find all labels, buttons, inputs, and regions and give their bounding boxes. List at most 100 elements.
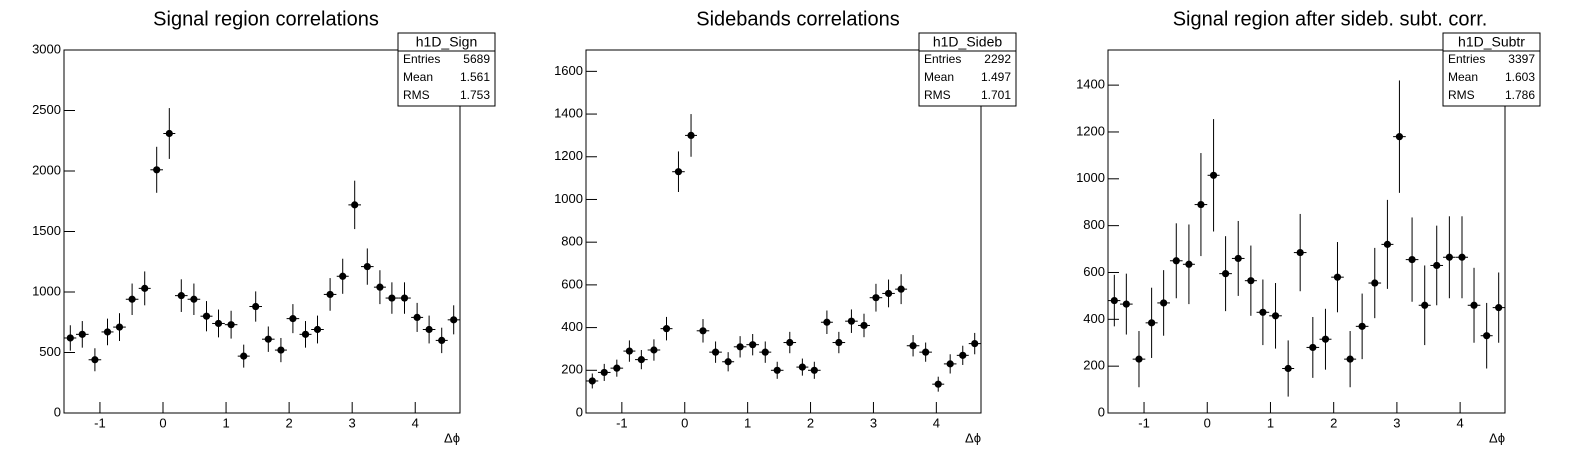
y-tick-label: 1000 — [32, 283, 61, 298]
data-point — [313, 325, 322, 334]
data-point — [934, 380, 942, 388]
x-tick-label: 3 — [870, 415, 877, 430]
frame — [1107, 49, 1506, 414]
stats-box — [397, 32, 496, 107]
data-point — [1259, 308, 1267, 316]
data-point — [1495, 304, 1503, 312]
data-point — [823, 318, 831, 326]
data-point — [872, 294, 880, 302]
stats-value: 5689 — [463, 52, 490, 66]
stats-value: 1.753 — [460, 88, 490, 102]
data-point — [115, 323, 124, 331]
data-point — [1470, 301, 1478, 309]
stats-label: Mean — [403, 70, 433, 84]
x-tick-label: 4 — [1456, 415, 1463, 430]
stats-label: Entries — [924, 52, 961, 66]
data-point — [1296, 248, 1304, 257]
data-point — [761, 348, 769, 356]
y-tick-label: 2000 — [32, 162, 61, 177]
stats-title: h1D_Subtr — [1458, 34, 1525, 50]
data-point — [884, 289, 893, 298]
data-point — [1197, 200, 1205, 209]
data-point — [1148, 319, 1156, 327]
y-tick-label: 3000 — [32, 41, 61, 56]
y-tick-label: 1200 — [1076, 123, 1105, 138]
data-point — [613, 364, 621, 372]
data-point — [662, 325, 671, 333]
data-point — [724, 358, 732, 366]
data-point — [1209, 171, 1218, 179]
y-tick-label: 400 — [561, 319, 583, 334]
y-tick-label: 1400 — [1076, 77, 1105, 92]
y-tick-label: 800 — [561, 234, 583, 249]
data-point — [1433, 261, 1441, 270]
y-tick-label: 2500 — [32, 102, 61, 117]
x-tick-label: 4 — [412, 415, 419, 430]
data-point — [946, 360, 954, 368]
data-point — [240, 352, 248, 360]
data-point — [600, 368, 608, 377]
data-point — [425, 325, 433, 334]
x-tick-label: -1 — [616, 415, 628, 430]
x-tick-label: 0 — [1204, 415, 1211, 430]
data-point — [798, 363, 806, 371]
data-point — [301, 330, 310, 338]
x-tick-label: 2 — [1330, 415, 1337, 430]
y-tick-label: 600 — [1083, 264, 1105, 279]
x-tick-label: 4 — [933, 415, 940, 430]
stats-box — [918, 32, 1017, 107]
data-point — [786, 338, 794, 347]
data-point — [363, 262, 371, 271]
data-point — [897, 285, 905, 293]
data-point — [214, 319, 223, 328]
data-point — [1346, 355, 1354, 363]
data-point — [78, 330, 86, 338]
stats-title: h1D_Sideb — [933, 34, 1002, 50]
stats-label: Mean — [1448, 70, 1478, 84]
stats-box — [1442, 32, 1541, 107]
data-point — [1172, 257, 1180, 265]
y-tick-label: 1200 — [554, 148, 583, 163]
data-point — [1408, 256, 1416, 264]
data-point — [326, 290, 334, 299]
chart-title: Signal region correlations — [153, 8, 379, 30]
data-point — [264, 335, 272, 343]
data-point — [1383, 240, 1392, 248]
data-point — [141, 284, 149, 292]
data-point — [289, 315, 297, 323]
x-tick-label: -1 — [1138, 415, 1150, 430]
stats-value: 1.786 — [1505, 88, 1535, 102]
y-tick-label: 400 — [1083, 311, 1105, 326]
data-point — [1309, 343, 1317, 352]
stats-label: Entries — [403, 52, 440, 66]
stats-value: 3397 — [1508, 52, 1535, 66]
data-point — [1160, 299, 1168, 307]
stats-value: 1.497 — [981, 70, 1011, 84]
data-point — [810, 366, 818, 374]
data-point — [190, 295, 198, 303]
x-tick-label: 2 — [285, 415, 292, 430]
y-tick-label: 1000 — [554, 191, 583, 206]
data-point — [103, 328, 112, 336]
data-point — [1110, 296, 1118, 305]
y-tick-label: 200 — [561, 362, 583, 377]
data-point — [1185, 260, 1193, 268]
data-point — [687, 131, 695, 140]
data-point — [847, 317, 856, 325]
data-point — [91, 356, 99, 364]
x-tick-label: 3 — [1393, 415, 1400, 430]
stats-value: 1.603 — [1505, 70, 1535, 84]
data-point — [637, 356, 645, 364]
data-point — [1445, 253, 1453, 261]
y-tick-label: 0 — [54, 404, 61, 419]
data-point — [1221, 270, 1230, 278]
y-tick-label: 500 — [39, 344, 61, 359]
stats-value: 1.701 — [981, 88, 1011, 102]
frame — [585, 49, 982, 414]
data-point — [711, 348, 720, 356]
y-tick-label: 1500 — [32, 223, 61, 238]
y-tick-label: 1600 — [554, 63, 583, 78]
data-point — [699, 327, 707, 335]
data-point — [1321, 335, 1330, 343]
data-point — [438, 336, 446, 344]
